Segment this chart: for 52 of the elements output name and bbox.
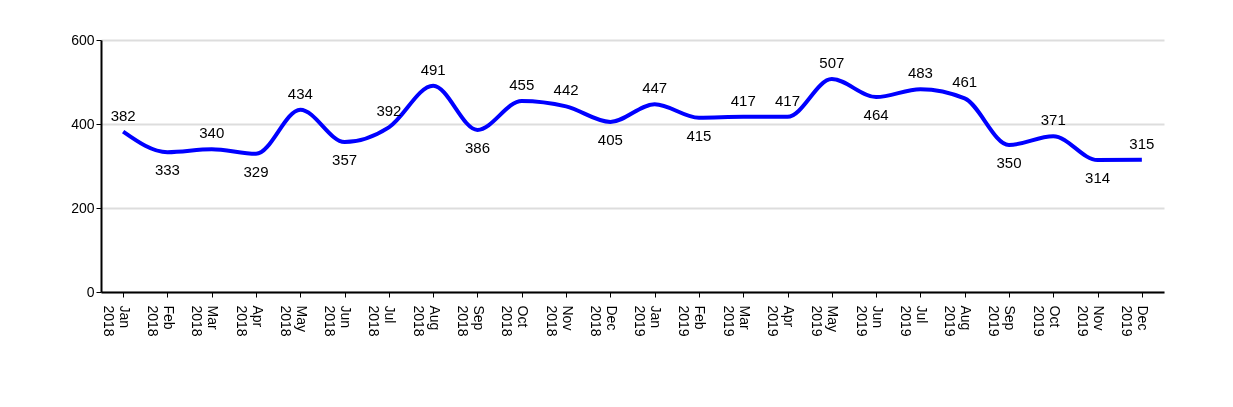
data-label: 392: [376, 102, 402, 120]
x-tick-label: Feb 2018: [144, 305, 177, 337]
x-tick-label: Sep 2018: [454, 305, 487, 337]
x-tick-label: Apr 2019: [765, 305, 798, 337]
data-label: 461: [952, 73, 978, 91]
y-tick-label: 600: [71, 31, 95, 48]
data-label: 315: [1129, 134, 1155, 152]
data-label: 483: [907, 64, 933, 82]
x-tick-label: Aug 2018: [410, 305, 443, 337]
x-tick-label: Jan 2019: [632, 305, 665, 337]
data-label: 442: [553, 81, 579, 99]
data-label: 455: [509, 75, 535, 93]
x-tick-label: Oct 2019: [1030, 305, 1063, 337]
x-tick-label: Dec 2018: [587, 305, 620, 337]
y-tick-label: 200: [71, 199, 95, 216]
x-tick-label: Jul 2018: [366, 305, 399, 337]
x-tick-label: Feb 2019: [676, 305, 709, 337]
data-label: 340: [199, 124, 225, 142]
x-tick-label: Jan 2018: [100, 305, 133, 337]
data-label: 333: [154, 161, 180, 179]
data-label: 329: [243, 162, 269, 180]
x-tick-label: Nov 2019: [1075, 305, 1108, 337]
x-tick-label: Aug 2019: [942, 305, 975, 337]
x-tick-label: Sep 2019: [986, 305, 1019, 337]
data-label: 371: [1040, 111, 1066, 129]
x-tick-label: Dec 2019: [1119, 305, 1152, 337]
data-label: 357: [332, 151, 358, 169]
x-tick-label: Jun 2018: [322, 305, 355, 337]
x-tick-label: Nov 2018: [543, 305, 576, 337]
x-tick-label: Apr 2018: [233, 305, 266, 337]
data-label: 415: [686, 126, 712, 144]
x-tick-label: Jun 2019: [853, 305, 886, 337]
y-tick-label: 400: [71, 115, 95, 132]
data-label: 314: [1085, 169, 1111, 187]
x-tick-label: Oct 2018: [499, 305, 532, 337]
data-label: 417: [730, 91, 756, 109]
data-label: 491: [420, 60, 446, 78]
x-tick-label: Mar 2018: [189, 305, 222, 337]
data-label: 447: [642, 79, 668, 97]
data-label: 507: [819, 54, 845, 72]
data-label: 386: [464, 138, 490, 156]
y-tick-label: 0: [86, 283, 95, 300]
x-tick-label: Mar 2019: [720, 305, 753, 337]
data-label: 382: [110, 106, 136, 124]
data-label: 434: [287, 84, 313, 102]
data-label: 417: [775, 91, 801, 109]
x-tick-label: May 2018: [277, 305, 310, 337]
data-label: 350: [996, 154, 1022, 171]
x-tick-label: Jul 2019: [897, 305, 930, 337]
data-label: 405: [597, 130, 623, 148]
data-label: 464: [863, 106, 889, 124]
x-tick-label: May 2019: [809, 305, 842, 337]
